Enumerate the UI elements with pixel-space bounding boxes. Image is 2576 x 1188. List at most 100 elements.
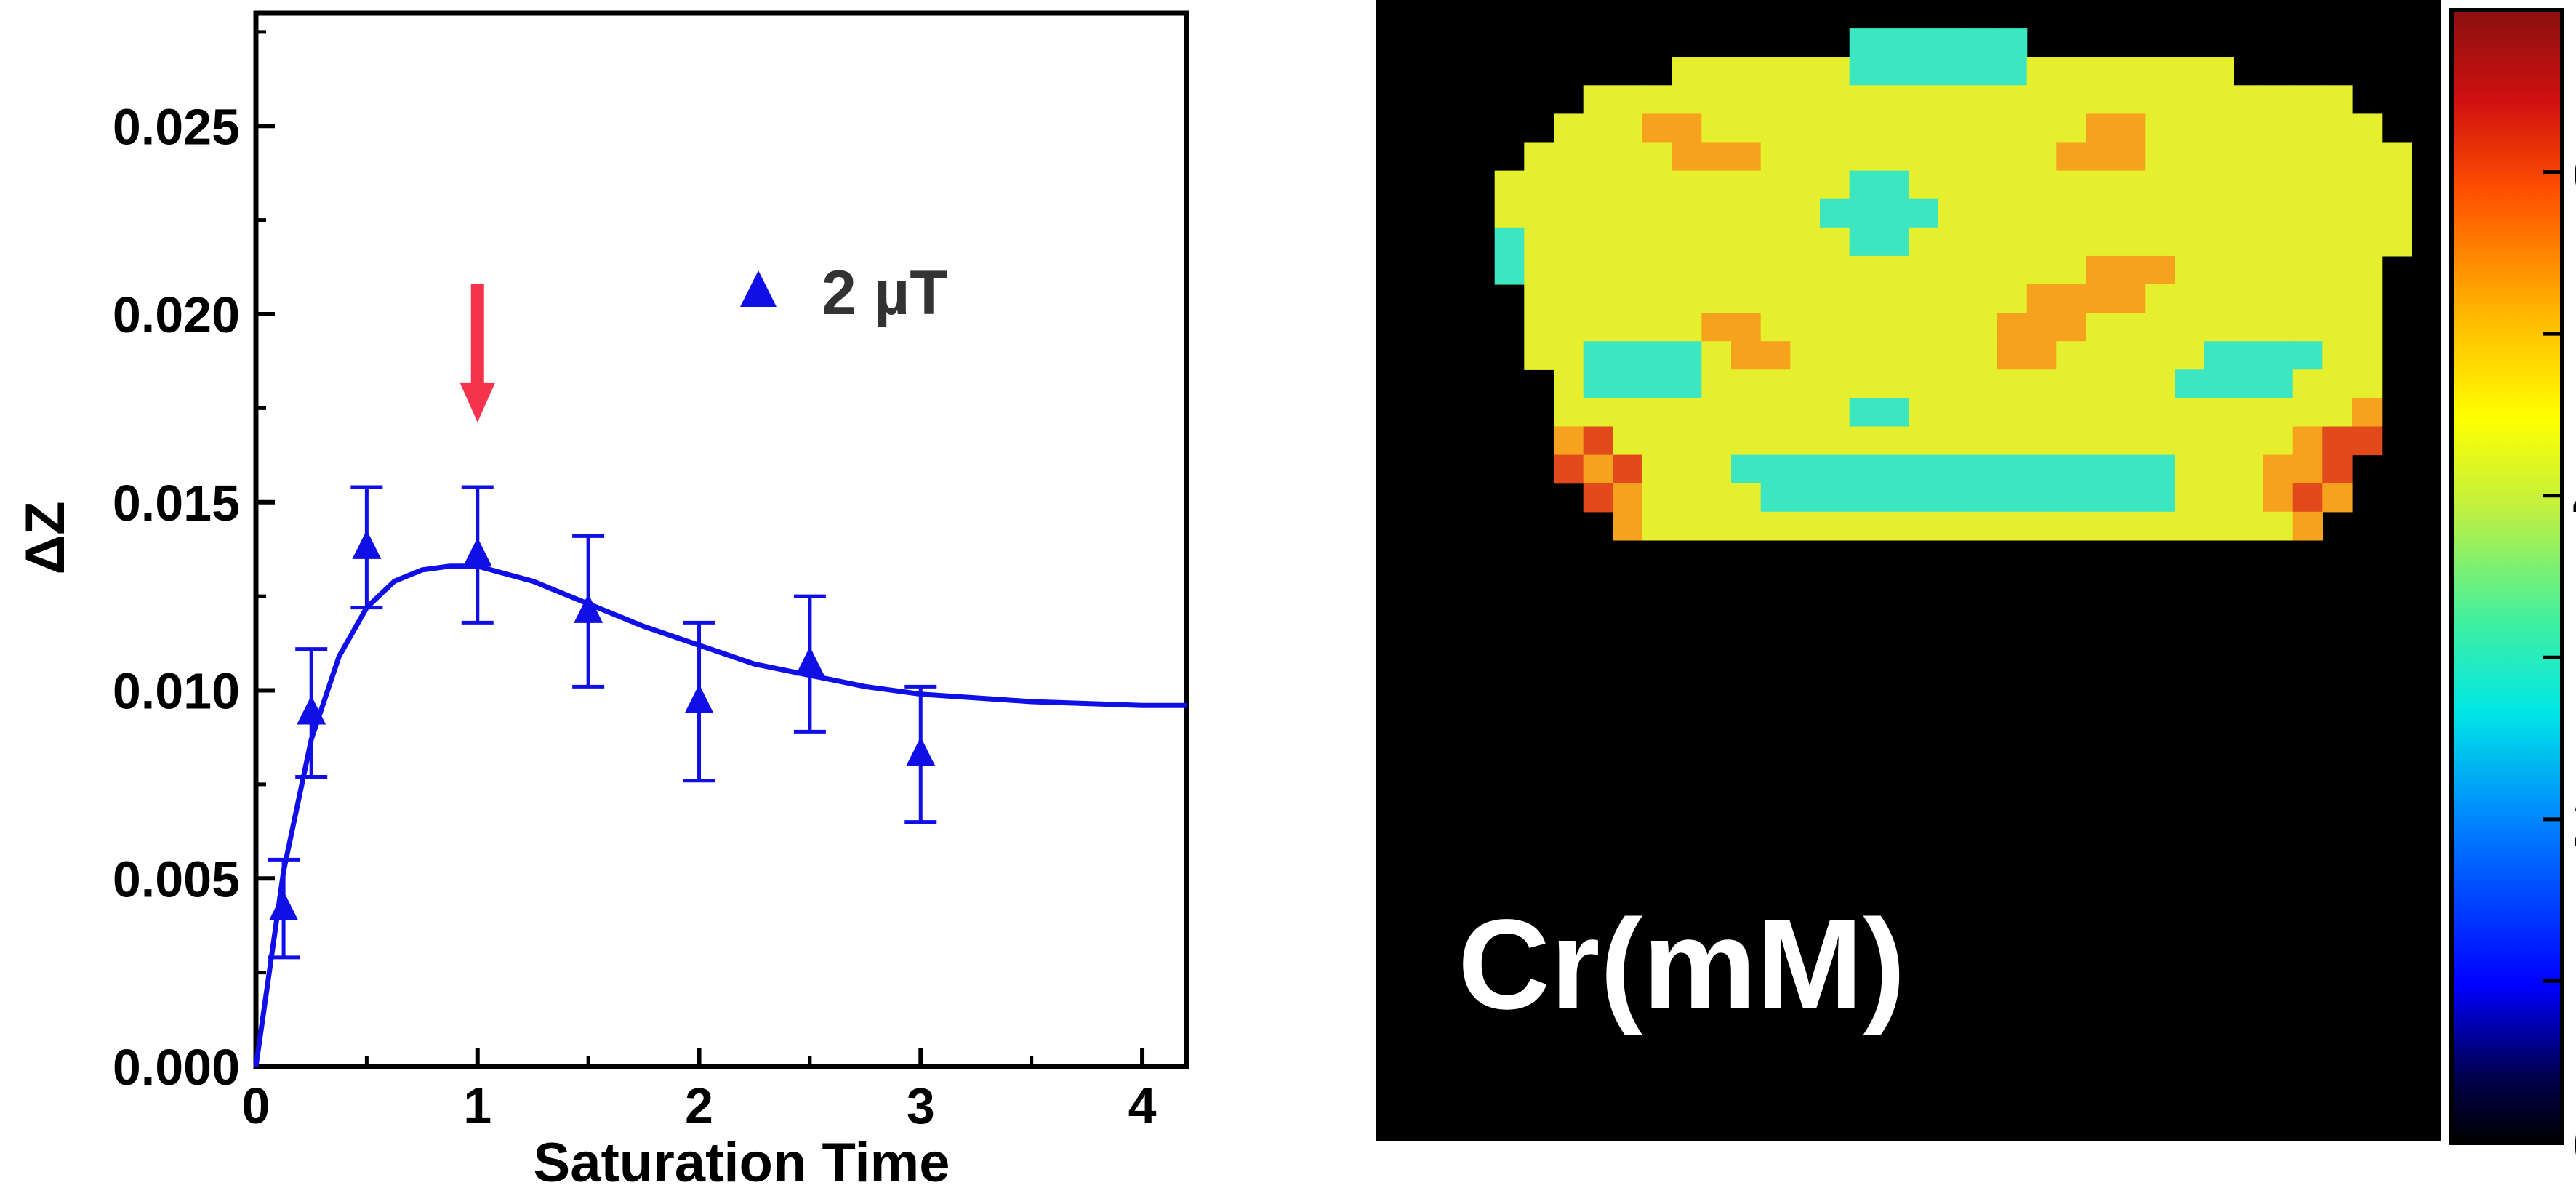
heatmap-cell (1997, 255, 2028, 285)
heatmap-cell (1701, 170, 1732, 200)
heatmap-cell (1997, 28, 2028, 57)
heatmap-cell (1701, 113, 1732, 143)
heatmap-cell (1731, 511, 1762, 541)
heatmap-cell (1642, 198, 1673, 228)
heatmap-cell (1967, 198, 1998, 228)
heatmap-cell (1938, 369, 1968, 398)
heatmap-cell (2115, 483, 2146, 513)
heatmap-cell (1494, 198, 1525, 228)
heatmap-cell (2086, 57, 2116, 86)
heatmap-cell (1790, 85, 1821, 114)
heatmap-cell (2234, 341, 2264, 370)
data-point (574, 593, 603, 623)
heatmap-cell (1909, 85, 1939, 114)
heatmap-cell (2056, 511, 2087, 541)
colorbar-tick-label: 2 (2572, 783, 2576, 861)
heatmap-cell (2145, 341, 2175, 370)
heatmap-cell (2115, 369, 2146, 398)
heatmap-cell (1613, 398, 1643, 428)
heatmap-cell (1642, 255, 1673, 285)
heatmap-cell (2086, 454, 2116, 484)
heatmap-cell (1938, 170, 1968, 200)
heatmap-cell (1849, 369, 1879, 398)
heatmap-cell (1997, 170, 2028, 200)
heatmap-cell (2263, 454, 2294, 484)
heatmap-cell (1938, 227, 1968, 257)
heatmap-cell (1909, 369, 1939, 398)
heatmap-cell (1672, 341, 1702, 370)
heatmap-cell (1672, 227, 1702, 257)
heatmap-cell (2026, 255, 2057, 285)
heatmap-cell (2292, 511, 2323, 541)
heatmap-cell (1938, 341, 1968, 370)
heatmap-cell (1849, 170, 1879, 200)
heatmap-cell (1849, 57, 1879, 86)
heatmap-cell (1731, 398, 1762, 428)
heatmap-cell (1820, 454, 1850, 484)
heatmap-cell (2263, 142, 2294, 172)
heatmap-cell (2145, 227, 2175, 257)
heatmap-cell (2204, 426, 2234, 456)
heatmap-cell (1760, 284, 1791, 313)
heatmap-cell (2115, 255, 2146, 285)
heatmap-cell (1849, 511, 1879, 541)
heatmap-cell (2381, 170, 2412, 200)
heatmap-cell (2175, 142, 2205, 172)
heatmap-cell (2204, 142, 2234, 172)
heatmap-cell (2145, 57, 2175, 86)
heatmap-cell (2234, 227, 2264, 257)
legend-label: 2 µT (822, 258, 948, 328)
heatmap-cell (1554, 341, 1584, 370)
heatmap-cell (1997, 284, 2028, 313)
heatmap-cell (2086, 170, 2116, 200)
heatmap-cell (2204, 170, 2234, 200)
heatmap-cell (2352, 113, 2383, 143)
heatmap-cell (1672, 313, 1702, 342)
heatmap-cell (1642, 511, 1673, 541)
heatmap-cell (2115, 341, 2146, 370)
heatmap-cell (2234, 483, 2264, 513)
heatmap-cell (2056, 398, 2087, 428)
heatmap-cell (1554, 454, 1584, 484)
heatmap-cell (1820, 483, 1850, 513)
heatmap-cell (1583, 284, 1613, 313)
heatmap-cell (1967, 313, 1998, 342)
heatmap-cell (1849, 28, 1879, 57)
heatmap-cell (2086, 227, 2116, 257)
heatmap-cell (1790, 142, 1821, 172)
heatmap-cell (1760, 142, 1791, 172)
heatmap-cell (2056, 426, 2087, 456)
heatmap-cell (2056, 369, 2087, 398)
heatmap-cell (1938, 511, 1968, 541)
heatmap-cell (2175, 483, 2205, 513)
data-point (297, 695, 326, 725)
heatmap-cell (2234, 198, 2264, 228)
heatmap-cell (1909, 142, 1939, 172)
x-tick-label: 4 (1128, 1077, 1157, 1134)
heatmap-cell (2145, 142, 2175, 172)
heatmap-cell (2292, 454, 2323, 484)
legend-marker (740, 270, 777, 307)
heatmap-cell (2352, 255, 2383, 285)
heatmap-cell (1967, 170, 1998, 200)
heatmap-cell (1790, 341, 1821, 370)
x-axis-title: Saturation Time (534, 1132, 950, 1188)
heatmap-cell (1731, 369, 1762, 398)
heatmap-cell (1967, 142, 1998, 172)
heatmap-cell (1997, 454, 2028, 484)
heatmap-cell (2086, 142, 2116, 172)
y-axis-title: ΔZ (15, 501, 76, 574)
heatmap-cell (1760, 454, 1791, 484)
heatmap-cell (1760, 483, 1791, 513)
heatmap-cell (1790, 454, 1821, 484)
heatmap-cell (2263, 227, 2294, 257)
heatmap-cell (1938, 28, 1968, 57)
heatmap-cell (2352, 227, 2383, 257)
heatmap-cell (2115, 57, 2146, 86)
heatmap-cell (1938, 57, 1968, 86)
heatmap-cell (2115, 113, 2146, 143)
heatmap-cell (1967, 28, 1998, 57)
heatmap-cell (1583, 113, 1613, 143)
heatmap-cell (2263, 255, 2294, 285)
heatmap-cell (2026, 198, 2057, 228)
